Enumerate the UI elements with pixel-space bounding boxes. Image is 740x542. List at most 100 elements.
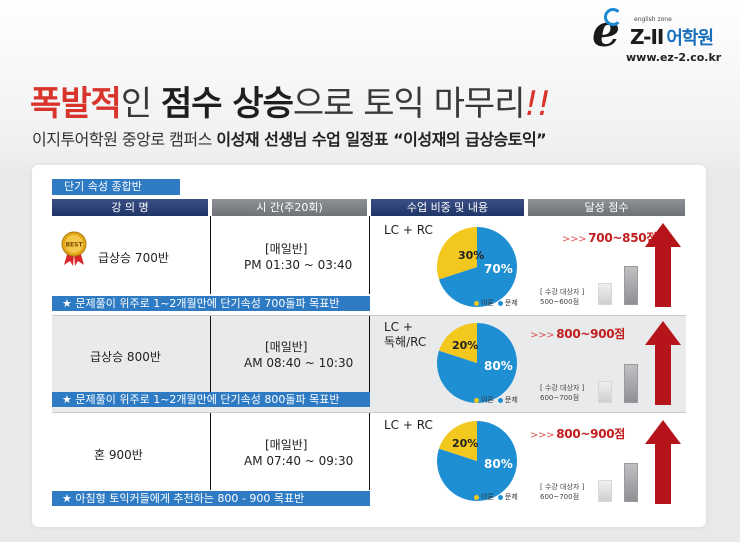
target-score: >>> 800~900점	[530, 325, 625, 342]
section-tag: 단기 속성 종합반	[52, 179, 180, 195]
column-divider	[210, 316, 211, 394]
time-value: AM 07:40 ~ 09:30	[244, 454, 354, 468]
page-subheadline: 이지투어학원 중앙로 캠퍼스 이성재 선생님 수업 일정표 “이성재의 급상승토…	[32, 126, 547, 150]
column-divider	[369, 216, 370, 294]
course-name: 급상승 800반	[90, 350, 161, 364]
target-score-value: 800~900점	[556, 327, 626, 341]
pie-legend: 이론 문제	[470, 298, 518, 308]
course-content: LC + RC	[384, 418, 433, 432]
pie-slice-problem	[438, 227, 518, 307]
chevron-right-icon: >>>	[562, 234, 587, 245]
ratio-pie-chart: 20% 80%	[437, 323, 518, 403]
row-divider	[52, 315, 686, 316]
target-students-label: [ 수강 대상자 ]	[540, 483, 585, 491]
column-divider	[369, 316, 370, 394]
target-students: [ 수강 대상자 ] 600~700점	[540, 482, 584, 502]
pie-label-small: 20%	[452, 339, 478, 352]
pie-label-small: 30%	[458, 249, 484, 262]
pie-slice-problem	[437, 323, 518, 403]
pie-legend: 이론 문제	[470, 395, 518, 405]
header-content: 수업 비중 및 내용	[371, 199, 524, 216]
before-score-bar	[598, 283, 612, 305]
header-target-score: 달성 점수	[528, 199, 685, 216]
header-time: 시 간(주20회)	[212, 199, 367, 216]
logo-brand-name: Z-II 어학원	[630, 24, 714, 50]
column-divider	[210, 412, 211, 490]
course-content: LC + 독해/RC	[384, 320, 427, 349]
course-note: ★ 문제풀이 위주로 1~2개월만에 단기속성 800돌파 목표반	[52, 392, 370, 407]
pie-legend: 이론 문제	[470, 492, 518, 502]
header-background	[0, 0, 740, 175]
pie-label-large: 70%	[484, 262, 513, 276]
legend-dot-problem	[497, 494, 503, 500]
pie-label-small: 20%	[452, 437, 478, 450]
subheadline-bold: 이성재 선생님 수업 일정표 “이성재의 급상승토익”	[216, 130, 547, 149]
legend-theory: 이론	[481, 493, 494, 501]
time-value: PM 01:30 ~ 03:40	[244, 258, 353, 272]
legend-problem: 문제	[504, 299, 518, 307]
course-note: ★ 문제풀이 위주로 1~2개월만에 단기속성 700돌파 목표반	[52, 296, 370, 311]
ratio-pie-chart: 20% 80%	[437, 421, 518, 501]
course-name: 혼 900반	[94, 448, 143, 462]
score-up-arrow-icon	[645, 321, 681, 405]
pie-slice-theory	[438, 323, 477, 363]
before-score-bar	[598, 381, 612, 403]
target-students-range: 600~700점	[540, 493, 580, 501]
target-score-value: 700~850점	[588, 231, 658, 245]
course-note: ★ 아침형 토익커들에게 추천하는 800 - 900 목표반	[52, 491, 370, 506]
pie-label-large: 80%	[484, 457, 513, 471]
time-label: [매일반]	[265, 340, 308, 354]
time-label: [매일반]	[265, 242, 308, 256]
headline-light-2: 으로 토익 마무리	[292, 84, 526, 124]
legend-dot-problem	[497, 397, 503, 403]
legend-dot-theory	[474, 300, 479, 306]
logo-brand-latin: Z-II	[630, 25, 664, 49]
logo-swirl-icon	[604, 8, 622, 26]
after-score-bar	[624, 266, 638, 305]
headline-mark: !!	[524, 84, 550, 124]
target-score: >>> 800~900점	[530, 425, 625, 442]
score-up-arrow-icon	[645, 223, 681, 307]
target-score: >>> 700~850점	[562, 229, 657, 246]
target-students-range: 500~600점	[540, 298, 580, 306]
target-students-label: [ 수강 대상자 ]	[540, 288, 585, 296]
time-value: AM 08:40 ~ 10:30	[244, 356, 354, 370]
target-students: [ 수강 대상자 ] 500~600점	[540, 287, 584, 307]
best-badge-icon: BEST	[61, 231, 87, 266]
subheadline-prefix: 이지투어학원 중앙로 캠퍼스	[32, 130, 217, 149]
chevron-right-icon: >>>	[530, 330, 555, 341]
brand-url[interactable]: www.ez-2.co.kr	[626, 51, 722, 64]
legend-theory: 이론	[481, 396, 494, 404]
target-score-value: 800~900점	[556, 427, 626, 441]
target-students: [ 수강 대상자 ] 600~700점	[540, 383, 584, 403]
score-up-arrow-icon	[645, 420, 681, 504]
logo-brand-korean: 어학원	[666, 28, 714, 49]
brand-logo[interactable]: e english zone Z-II 어학원 www.ez-2.co.kr	[588, 6, 734, 66]
before-score-bar	[598, 480, 612, 502]
headline-red: 폭발적	[30, 84, 122, 124]
chevron-right-icon: >>>	[530, 430, 555, 441]
page-headline: 폭발적인 점수 상승으로 토익 마무리!!	[30, 76, 551, 125]
target-students-range: 600~700점	[540, 394, 580, 402]
legend-theory: 이론	[481, 299, 494, 307]
badge-text: BEST	[65, 242, 83, 249]
after-score-bar	[624, 463, 638, 502]
ratio-pie-chart: 30% 70%	[437, 227, 518, 307]
pie-slice-problem	[437, 421, 518, 501]
legend-dot-theory	[474, 397, 479, 403]
logo-zone-text: english zone	[634, 16, 672, 23]
legend-dot-problem	[497, 300, 503, 306]
pie-label-large: 80%	[484, 359, 513, 373]
column-divider	[369, 412, 370, 490]
target-students-label: [ 수강 대상자 ]	[540, 384, 585, 392]
pie-slice-theory	[437, 227, 477, 280]
column-divider	[210, 216, 211, 294]
course-content: LC + RC	[384, 223, 433, 237]
row-divider	[52, 412, 686, 413]
legend-problem: 문제	[504, 493, 518, 501]
legend-dot-theory	[474, 494, 479, 500]
legend-problem: 문제	[504, 396, 518, 404]
time-label: [매일반]	[265, 438, 308, 452]
course-name: 급상승 700반	[98, 251, 169, 265]
header-course-name: 강 의 명	[52, 199, 208, 216]
